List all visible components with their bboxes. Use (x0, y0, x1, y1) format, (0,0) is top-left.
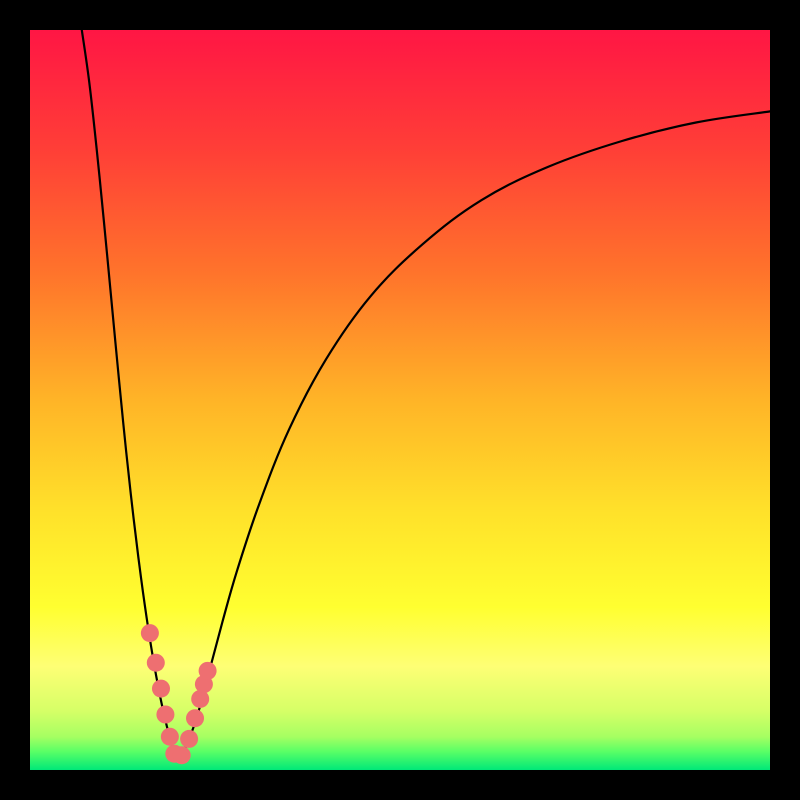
marker-8 (186, 709, 204, 727)
markers-group (141, 624, 217, 764)
curves-group (82, 30, 770, 760)
marker-1 (147, 654, 165, 672)
marker-6 (173, 746, 191, 764)
marker-7 (180, 730, 198, 748)
marker-2 (152, 680, 170, 698)
curve-right-ascent (177, 111, 770, 760)
curve-left-descent (82, 30, 177, 760)
marker-4 (161, 728, 179, 746)
marker-0 (141, 624, 159, 642)
stage: TheBottleneck.com (0, 0, 800, 800)
plot-layer (30, 30, 770, 770)
marker-11 (199, 662, 217, 680)
marker-3 (156, 706, 174, 724)
